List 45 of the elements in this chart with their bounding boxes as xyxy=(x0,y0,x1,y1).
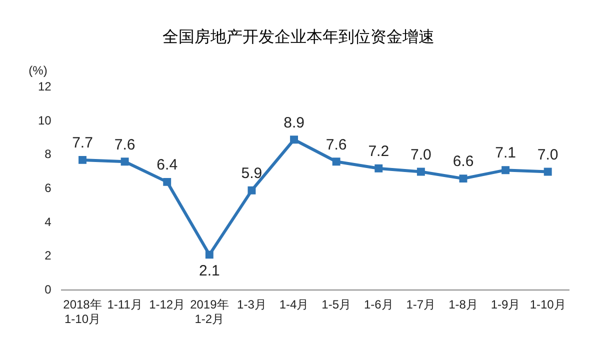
x-tick-label: 2018年 1-10月 xyxy=(63,298,102,326)
point xyxy=(120,158,129,166)
text: 7.1 xyxy=(495,144,516,162)
x-tick-label: 1-8月 xyxy=(448,298,478,312)
point xyxy=(205,250,214,259)
text: 7.6 xyxy=(114,136,136,154)
text: 7.0 xyxy=(537,146,558,164)
text: 7.2 xyxy=(368,143,390,160)
x-tick-label: 1-11月 xyxy=(107,298,142,312)
text: 7.7 xyxy=(72,134,93,152)
x-tick-label: 1-3月 xyxy=(237,298,266,312)
point xyxy=(416,168,425,176)
chart-title: 全国房地产开发企业本年到位资金增速 xyxy=(162,28,434,46)
point xyxy=(459,174,468,183)
text: 5.9 xyxy=(241,165,262,182)
y-tick-label: 12 xyxy=(38,80,52,94)
x-tick-label: 1-4月 xyxy=(279,298,309,312)
y-tick-label: 2 xyxy=(44,248,52,263)
y-tick-label: 10 xyxy=(38,113,52,128)
point xyxy=(332,158,340,166)
point xyxy=(78,156,86,164)
y-tick-label: 0 xyxy=(44,282,52,297)
text: 6.6 xyxy=(452,153,474,170)
point xyxy=(502,166,510,174)
text: 8.9 xyxy=(284,114,304,132)
text: 7.6 xyxy=(326,136,347,154)
x-tick-label: 1-6月 xyxy=(364,298,394,312)
point xyxy=(163,178,172,186)
point xyxy=(248,186,256,194)
x-tick-label: 1-5月 xyxy=(322,298,351,312)
x-tick-label: 2019年 1-2月 xyxy=(190,298,229,326)
point xyxy=(290,136,298,144)
y-tick-label: 8 xyxy=(44,147,52,162)
text: 2.1 xyxy=(198,262,220,280)
y-tick-label: 6 xyxy=(44,181,52,196)
point xyxy=(544,168,552,176)
y-tick-label: 4 xyxy=(44,214,52,229)
text: 7.0 xyxy=(410,146,432,164)
y-axis-title: (%) xyxy=(28,64,48,78)
x-tick-label: 1-9月 xyxy=(490,298,520,312)
text: 6.4 xyxy=(156,156,178,174)
x-tick-label: 1-10月 xyxy=(530,298,566,312)
x-tick-label: 1-7月 xyxy=(406,298,436,312)
x-tick-label: 1-12月 xyxy=(149,298,186,312)
point xyxy=(374,164,383,172)
